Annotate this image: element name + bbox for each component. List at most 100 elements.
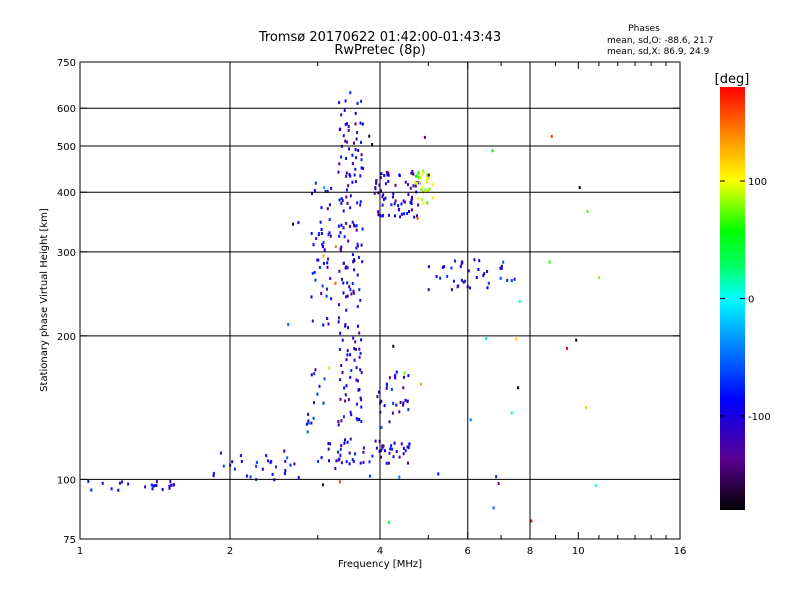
data-point <box>316 392 319 396</box>
y-tick-label: 100 <box>57 475 76 486</box>
data-point <box>387 521 390 525</box>
data-point <box>326 265 329 269</box>
data-point <box>594 484 597 488</box>
data-point <box>101 481 104 485</box>
y-axis: 75 100 200 300 400 500 600 750 <box>57 58 680 546</box>
data-point <box>342 261 345 265</box>
data-point <box>310 232 313 235</box>
data-point <box>386 170 388 174</box>
data-point <box>347 184 350 188</box>
data-point <box>287 323 290 326</box>
data-point <box>340 245 343 249</box>
data-point <box>360 153 363 157</box>
data-point <box>360 158 363 162</box>
data-points <box>87 91 601 525</box>
data-point <box>347 128 350 132</box>
data-point <box>347 398 350 402</box>
data-point <box>381 446 384 450</box>
data-point <box>491 149 494 153</box>
data-point <box>353 141 355 145</box>
data-point <box>344 323 347 326</box>
data-point <box>342 291 345 295</box>
data-point <box>358 331 361 335</box>
y-axis-label: Stationary phase Virtual Height [km] <box>39 208 50 392</box>
data-point <box>550 134 553 138</box>
data-point <box>517 386 520 390</box>
data-point <box>456 285 459 289</box>
data-point <box>297 475 300 479</box>
data-point <box>464 279 467 283</box>
data-point <box>334 281 337 285</box>
data-point <box>423 135 426 139</box>
data-point <box>388 451 391 455</box>
data-point <box>383 174 386 177</box>
data-point <box>326 207 329 211</box>
data-point <box>219 451 222 455</box>
data-point <box>387 461 390 465</box>
data-point <box>330 297 333 301</box>
data-point <box>284 469 287 472</box>
data-point <box>461 260 463 264</box>
stats-heading: Phases <box>628 24 660 34</box>
data-point <box>345 188 348 192</box>
data-point <box>435 275 438 278</box>
data-point <box>327 447 330 451</box>
x-tick-label: 10 <box>572 546 585 557</box>
data-point <box>417 196 420 200</box>
data-point <box>349 410 352 414</box>
data-point <box>314 278 317 282</box>
data-point <box>431 196 434 200</box>
data-point <box>386 173 389 177</box>
data-point <box>351 162 354 165</box>
data-point <box>359 368 362 372</box>
data-point <box>575 338 578 342</box>
data-point <box>439 276 442 280</box>
grid <box>80 62 680 539</box>
data-point <box>359 396 362 400</box>
data-point <box>390 203 393 207</box>
data-point <box>381 214 384 218</box>
data-point <box>329 234 332 238</box>
data-point <box>406 445 409 449</box>
data-point <box>315 237 318 241</box>
y-tick-label: 600 <box>57 104 76 115</box>
data-point <box>441 265 444 269</box>
data-point <box>357 255 360 259</box>
data-point <box>384 182 387 186</box>
data-point <box>443 265 445 269</box>
data-point <box>410 197 413 201</box>
data-point <box>322 254 325 258</box>
data-point <box>339 127 342 131</box>
data-point <box>353 268 356 272</box>
data-point <box>342 134 345 138</box>
data-point <box>345 157 347 160</box>
data-point <box>155 480 158 484</box>
data-point <box>354 340 357 344</box>
data-point <box>339 397 342 401</box>
data-point <box>351 180 354 184</box>
data-point <box>428 187 431 191</box>
data-point <box>345 308 348 312</box>
data-point <box>240 459 243 463</box>
data-point <box>343 235 346 239</box>
data-point <box>371 454 374 458</box>
data-point <box>289 463 292 467</box>
data-point <box>375 181 378 185</box>
data-point <box>353 347 356 351</box>
data-point <box>328 203 331 207</box>
data-point <box>506 278 509 282</box>
data-point <box>323 186 326 190</box>
data-point <box>394 183 397 187</box>
data-point <box>402 386 405 390</box>
data-point <box>359 461 362 465</box>
data-point <box>478 259 481 263</box>
data-point <box>351 458 354 462</box>
data-point <box>344 324 347 328</box>
data-point <box>548 260 551 264</box>
data-point <box>231 460 234 464</box>
data-point <box>398 173 401 177</box>
data-point <box>487 281 490 285</box>
data-point <box>323 248 326 252</box>
data-point <box>161 487 164 491</box>
data-point <box>338 480 341 484</box>
